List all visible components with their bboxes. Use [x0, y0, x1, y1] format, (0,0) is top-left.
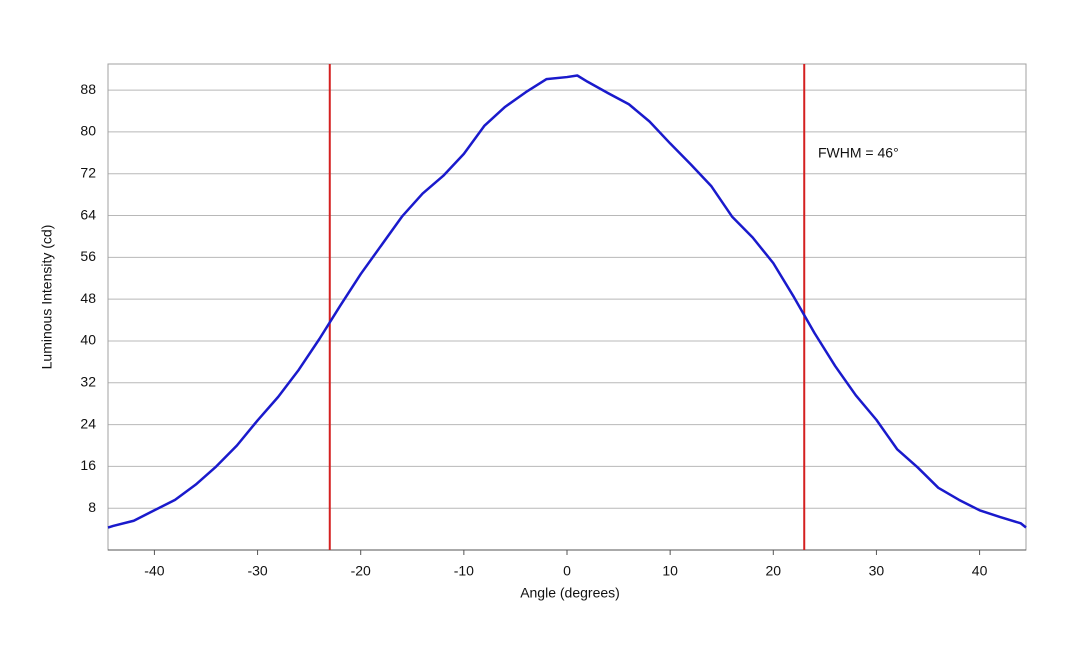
y-tick-label: 72	[80, 164, 96, 180]
y-axis-label: Luminous Intensity (cd)	[39, 225, 55, 370]
y-tick-label: 32	[80, 373, 96, 389]
y-tick-label: 40	[80, 332, 96, 348]
x-tick-label: 0	[563, 563, 571, 579]
y-tick-label: 88	[80, 81, 96, 97]
data-line	[107, 74, 1027, 529]
x-tick-label: -30	[247, 563, 267, 579]
x-tick-label: 10	[662, 563, 678, 579]
y-tick-label: 80	[80, 123, 96, 139]
x-tick-label: 40	[972, 563, 988, 579]
y-tick-label: 48	[80, 290, 96, 306]
plot-border	[107, 63, 1027, 551]
x-axis-label: Angle (degrees)	[520, 585, 620, 601]
x-tick-label: 20	[766, 563, 782, 579]
x-tick-label: -20	[351, 563, 371, 579]
y-tick-label: 24	[80, 415, 96, 431]
x-tick-label: 30	[869, 563, 885, 579]
y-tick-label: 16	[80, 457, 96, 473]
y-tick-label: 64	[80, 206, 96, 222]
x-tick-label: -10	[454, 563, 474, 579]
y-tick-label: 8	[88, 499, 96, 515]
x-tick-label: -40	[144, 563, 164, 579]
annotation: FWHM = 46°	[818, 145, 899, 161]
y-tick-label: 56	[80, 248, 96, 264]
